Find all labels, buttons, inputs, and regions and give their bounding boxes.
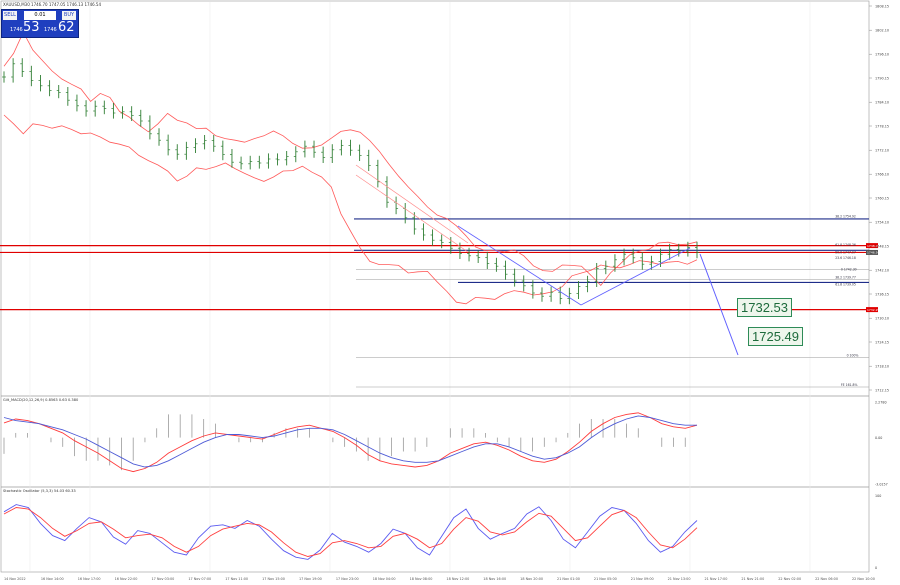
macd-title: Gilt_MACD(20,12,26,9) 0.8563 0.63 0.380 (3, 398, 79, 402)
fib-label-0: 38.2 1754.92 (835, 214, 856, 218)
time-label-18: 21 Nov 13:00 (668, 577, 691, 581)
time-label-13: 18 Nov 16:00 (483, 577, 506, 581)
sell-price-prefix: 1746 (10, 27, 23, 33)
price-tick-label-14: 1724.15 (875, 340, 889, 344)
time-label-11: 18 Nov 08:00 (410, 577, 433, 581)
macd-plot: 2.2780 0.00 -3.0157 (3, 401, 888, 486)
macd-tick-1: 0.00 (875, 436, 882, 440)
price-tag-bg-1 (866, 249, 878, 255)
price-tick-label-8: 1760.15 (875, 196, 889, 200)
time-label-8: 17 Nov 19:00 (299, 577, 322, 581)
projection-line (699, 253, 739, 356)
time-label-17: 21 Nov 09:00 (631, 577, 654, 581)
price-tick-label-10: 1748.15 (875, 244, 889, 248)
fib-label-7: 0 100% (847, 353, 859, 357)
price-tag-bg-2 (866, 307, 878, 313)
fib-label-5: 38.2 1739.77 (835, 276, 856, 280)
time-label-5: 17 Nov 07:00 (188, 577, 211, 581)
sell-price[interactable]: 53 (23, 20, 40, 35)
time-label-21: 22 Nov 02:00 (778, 577, 801, 581)
macd-fast-line (3, 412, 698, 473)
sell-button[interactable]: SELL (3, 11, 17, 20)
stochastic-plot: 100 0 (3, 494, 881, 570)
price-tick-label-16: 1712.15 (875, 388, 889, 392)
stoch-tick-0: 100 (875, 494, 881, 498)
time-label-12: 18 Nov 12:00 (446, 577, 469, 581)
price-tick-label-0: 1808.15 (875, 4, 889, 8)
fib-label-3: 23.6 1746.18 (835, 256, 856, 260)
one-click-trade-panel[interactable]: SELL 0.01 BUY 1746 53 1746 62 (1, 9, 79, 38)
macd-tick-0: 2.2780 (875, 401, 887, 405)
stoch-title: Stochastic Oscillator (5,3,3) 54.03 60.3… (3, 489, 76, 493)
time-label-19: 21 Nov 17:00 (705, 577, 728, 581)
price-tick-label-7: 1766.10 (875, 173, 889, 177)
price-tick-label-2: 1796.10 (875, 53, 889, 57)
time-label-2: 16 Nov 17:00 (78, 577, 101, 581)
price-tick-label-11: 1742.10 (875, 269, 889, 273)
price-tick-label-1: 1802.10 (875, 29, 889, 33)
time-label-22: 22 Nov 06:00 (815, 577, 838, 581)
fib-label-2: 50.0 1747.07 (835, 250, 856, 254)
time-label-20: 21 Nov 21:00 (741, 577, 764, 581)
time-label-9: 17 Nov 23:00 (336, 577, 359, 581)
buy-price[interactable]: 62 (58, 20, 75, 35)
price-tick-label-6: 1772.10 (875, 149, 889, 153)
stoch-tick-1: 0 (875, 566, 877, 570)
target-callout-lower: 1725.49 (748, 327, 803, 346)
price-tick-label-3: 1790.15 (875, 76, 889, 80)
time-label-1: 16 Nov 14:00 (41, 577, 64, 581)
trend-line-up (580, 247, 691, 306)
time-label-23: 22 Nov 10:00 (852, 577, 875, 581)
fib-label-1: 61.8 1748.36 (835, 243, 856, 247)
price-tick-label-13: 1730.10 (875, 317, 889, 321)
lot-size-input[interactable]: 0.01 (24, 11, 56, 20)
price-tag-2: 1732.25 (867, 308, 879, 312)
macd-tick-2: -3.0157 (875, 482, 888, 486)
time-label-3: 16 Nov 22:00 (115, 577, 138, 581)
price-tick-label-4: 1784.10 (875, 101, 889, 105)
time-label-10: 18 Nov 04:00 (373, 577, 396, 581)
buy-price-prefix: 1746 (44, 27, 57, 33)
time-label-6: 17 Nov 11:00 (225, 577, 248, 581)
time-label-14: 18 Nov 20:00 (520, 577, 543, 581)
time-label-15: 21 Nov 01:00 (557, 577, 580, 581)
macd-signal-line (3, 415, 697, 468)
bollinger-upper (3, 31, 698, 287)
fib-label-4: 0 1742.30 (841, 267, 857, 271)
time-label-4: 17 Nov 03:00 (151, 577, 174, 581)
trend-channel-lower (355, 174, 469, 253)
price-tick-label-15: 1718.10 (875, 365, 889, 369)
price-tag-bg-0 (866, 243, 878, 249)
price-plot (2, 31, 739, 356)
time-label-7: 17 Nov 15:00 (262, 577, 285, 581)
price-tick-label-12: 1736.15 (875, 292, 889, 296)
buy-button[interactable]: BUY (62, 11, 76, 20)
target-callout-upper: 1732.53 (737, 298, 792, 317)
price-tag-1: 1746.54 (867, 251, 879, 255)
trend-channel-upper (355, 164, 469, 244)
grid-lines (29, 2, 811, 571)
stoch-k-line (3, 504, 698, 560)
time-label-0: 14 Nov 2022 (4, 577, 26, 581)
level-lines: 38.2 1754.92 61.8 1748.36 50.0 1747.07 23.6… (0, 214, 879, 388)
price-tick-label-9: 1754.10 (875, 221, 889, 225)
symbol-title: XAUUSD,M30 1746.70 1747.05 1746.13 1746.… (3, 2, 101, 7)
price-tag-0: 1748.25 (867, 244, 879, 248)
axis-labels: 1808.15 1802.10 1796.10 1790.15 1784.10 1778.… (4, 4, 889, 581)
bollinger-lower (3, 114, 698, 305)
price-tick-label-5: 1778.15 (875, 124, 889, 128)
trend-line-down (457, 225, 582, 306)
time-label-16: 21 Nov 05:00 (594, 577, 617, 581)
fib-label-6: 61.8 1739.05 (835, 282, 856, 286)
fib-label-8: FE 161.8% (841, 383, 858, 387)
stoch-d-line (3, 507, 698, 557)
